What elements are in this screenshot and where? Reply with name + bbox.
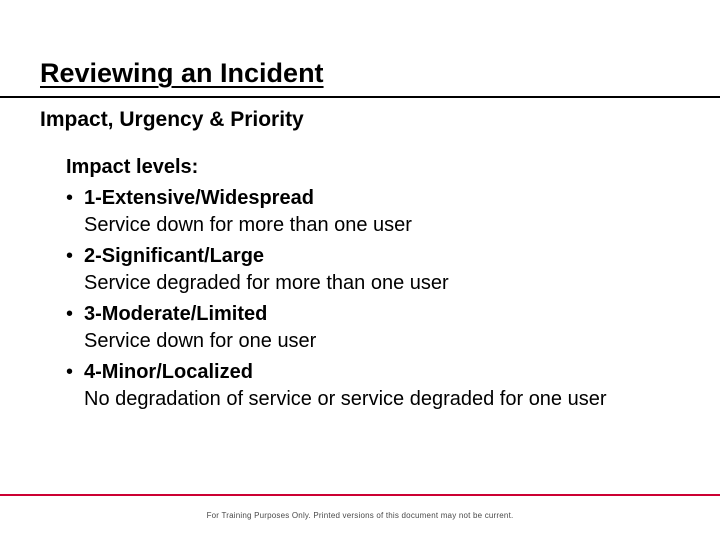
impact-item: • 3-Moderate/Limited Service down for on… <box>66 301 672 355</box>
bullet-icon: • <box>66 359 84 386</box>
impact-item: • 2-Significant/Large Service degraded f… <box>66 243 672 297</box>
bullet-icon: • <box>66 301 84 328</box>
title-underline-rule <box>0 96 720 98</box>
content-heading: Impact levels: <box>66 156 672 179</box>
impact-desc: Service down for more than one user <box>84 212 672 239</box>
impact-desc: Service degraded for more than one user <box>84 270 672 297</box>
slide-subtitle: Impact, Urgency & Priority <box>40 108 304 132</box>
impact-label: 1-Extensive/Widespread <box>84 185 314 212</box>
bullet-line: • 4-Minor/Localized <box>66 359 672 386</box>
slide: Reviewing an Incident Impact, Urgency & … <box>0 0 720 540</box>
impact-label: 3-Moderate/Limited <box>84 301 267 328</box>
impact-desc: Service down for one user <box>84 328 672 355</box>
impact-desc: No degradation of service or service deg… <box>84 386 672 413</box>
bullet-icon: • <box>66 185 84 212</box>
impact-label: 2-Significant/Large <box>84 243 264 270</box>
bullet-line: • 2-Significant/Large <box>66 243 672 270</box>
content-block: Impact levels: • 1-Extensive/Widespread … <box>66 156 672 417</box>
bottom-accent-rule <box>0 494 720 496</box>
impact-item: • 4-Minor/Localized No degradation of se… <box>66 359 672 413</box>
bullet-line: • 3-Moderate/Limited <box>66 301 672 328</box>
slide-title: Reviewing an Incident <box>40 58 324 89</box>
bullet-line: • 1-Extensive/Widespread <box>66 185 672 212</box>
impact-item: • 1-Extensive/Widespread Service down fo… <box>66 185 672 239</box>
footer-text: For Training Purposes Only. Printed vers… <box>0 511 720 520</box>
bullet-icon: • <box>66 243 84 270</box>
impact-label: 4-Minor/Localized <box>84 359 253 386</box>
